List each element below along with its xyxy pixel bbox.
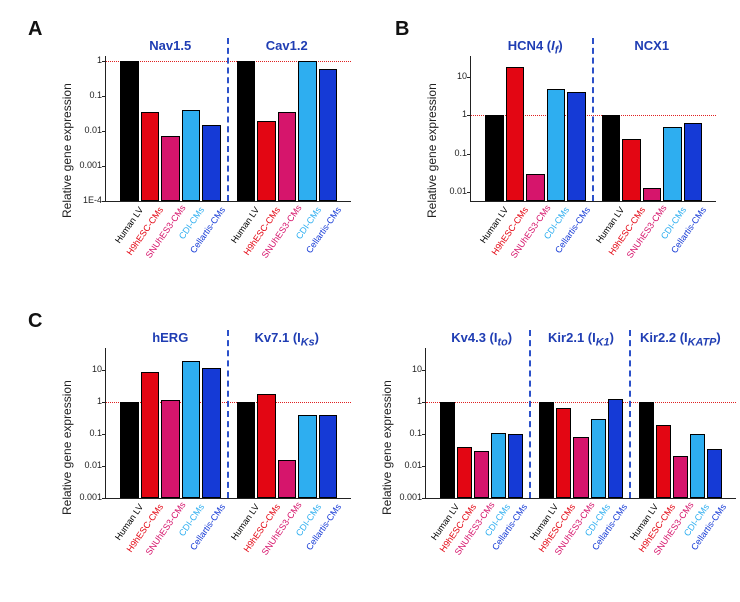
- bar: [656, 425, 671, 498]
- group-divider: [529, 330, 531, 498]
- bar: [141, 372, 160, 498]
- y-tick-label: 0.01: [449, 186, 471, 196]
- plot-area-B: 0.010.1110Human LVH9hESC-CMsSNUhES3-CMsC…: [470, 56, 716, 202]
- bar: [673, 456, 688, 498]
- panel-label-A: A: [28, 18, 42, 41]
- bar: [298, 61, 317, 201]
- bar: [319, 69, 338, 201]
- group-title: Kv7.1 (IKs): [229, 330, 346, 349]
- bar: [440, 402, 455, 498]
- bar: [202, 368, 221, 498]
- bar: [474, 451, 489, 498]
- bar: [684, 123, 703, 201]
- bar: [278, 460, 297, 498]
- category-labels: Human LVH9hESC-CMsSNUhES3-CMsCDI-CMsCell…: [471, 201, 716, 271]
- bar: [526, 174, 545, 201]
- group-title: NCX1: [594, 38, 711, 53]
- plot-area-C1: 0.0010.010.1110Human LVH9hESC-CMsSNUhES3…: [105, 348, 351, 499]
- y-axis-label-B: Relative gene expression: [425, 83, 439, 218]
- bar: [547, 89, 566, 201]
- y-tick-label: 0.1: [454, 148, 471, 158]
- panel-label-C: C: [28, 310, 42, 333]
- bar: [141, 112, 160, 201]
- y-tick-label: 0.01: [404, 460, 426, 470]
- bar: [608, 399, 623, 498]
- y-tick-label: 10: [412, 364, 426, 374]
- bar: [202, 125, 221, 201]
- chart-panel-B: Relative gene expression 0.010.1110Human…: [425, 38, 725, 268]
- y-tick-label: 0.001: [79, 492, 106, 502]
- y-tick-label: 0.001: [79, 160, 106, 170]
- bar: [161, 400, 180, 498]
- bar: [319, 415, 338, 498]
- bar: [567, 92, 586, 201]
- bar: [182, 361, 201, 498]
- group-title: Kir2.1 (IK1): [531, 330, 630, 349]
- reference-line: [426, 402, 736, 403]
- category-labels: Human LVH9hESC-CMsSNUhES3-CMsCDI-CMsCell…: [426, 498, 736, 568]
- group-title: Kv4.3 (Ito): [432, 330, 531, 349]
- bar: [161, 136, 180, 201]
- group-divider: [227, 330, 229, 498]
- y-tick-label: 10: [457, 71, 471, 81]
- bar: [639, 402, 654, 498]
- category-labels: Human LVH9hESC-CMsSNUhES3-CMsCDI-CMsCell…: [106, 498, 351, 568]
- bar: [539, 402, 554, 498]
- y-tick-label: 0.01: [84, 460, 106, 470]
- bar: [237, 402, 256, 498]
- figure-root: A B C Relative gene expression 1E-40.001…: [0, 0, 740, 602]
- bar: [707, 449, 722, 498]
- y-tick-label: 1: [97, 396, 106, 406]
- bar: [573, 437, 588, 498]
- bar: [257, 394, 276, 498]
- bar: [278, 112, 297, 201]
- y-tick-label: 1: [462, 109, 471, 119]
- bar: [690, 434, 705, 498]
- group-title: HCN4 (If): [477, 38, 594, 57]
- y-tick-label: 0.1: [89, 428, 106, 438]
- chart-panel-C2: Relative gene expression 0.0010.010.1110…: [380, 330, 740, 570]
- y-tick-label: 10: [92, 364, 106, 374]
- group-title: Kir2.2 (IKATP): [631, 330, 730, 349]
- bar: [485, 115, 504, 201]
- group-divider: [227, 38, 229, 201]
- bar: [182, 110, 201, 201]
- bar: [508, 434, 523, 498]
- group-divider: [592, 38, 594, 201]
- plot-area-C2: 0.0010.010.1110Human LVH9hESC-CMsSNUhES3…: [425, 348, 736, 499]
- bar: [120, 402, 139, 498]
- bar: [491, 433, 506, 498]
- chart-panel-A: Relative gene expression 1E-40.0010.010.…: [60, 38, 360, 268]
- y-tick-label: 1: [97, 55, 106, 65]
- plot-area-A: 1E-40.0010.010.11Human LVH9hESC-CMsSNUhE…: [105, 56, 351, 202]
- y-tick-label: 1E-4: [83, 195, 106, 205]
- category-labels: Human LVH9hESC-CMsSNUhES3-CMsCDI-CMsCell…: [106, 201, 351, 271]
- y-tick-label: 0.01: [84, 125, 106, 135]
- bar: [457, 447, 472, 498]
- y-tick-label: 0.1: [89, 90, 106, 100]
- y-tick-label: 0.1: [409, 428, 426, 438]
- y-axis-label-C2: Relative gene expression: [380, 380, 394, 515]
- bar: [257, 121, 276, 201]
- y-tick-label: 1: [417, 396, 426, 406]
- bar: [298, 415, 317, 498]
- y-axis-label-C1: Relative gene expression: [60, 380, 74, 515]
- group-title: Nav1.5: [112, 38, 229, 53]
- bar: [556, 408, 571, 498]
- bar: [622, 139, 641, 201]
- y-axis-label-A: Relative gene expression: [60, 83, 74, 218]
- bar: [591, 419, 606, 498]
- bar: [663, 127, 682, 201]
- panel-label-B: B: [395, 18, 409, 41]
- bar: [602, 115, 621, 201]
- chart-panel-C1: Relative gene expression 0.0010.010.1110…: [60, 330, 360, 570]
- bar: [120, 61, 139, 201]
- bar: [643, 188, 662, 201]
- group-divider: [629, 330, 631, 498]
- y-tick-label: 0.001: [399, 492, 426, 502]
- bar: [237, 61, 256, 201]
- group-title: Cav1.2: [229, 38, 346, 53]
- group-title: hERG: [112, 330, 229, 345]
- bar: [506, 67, 525, 201]
